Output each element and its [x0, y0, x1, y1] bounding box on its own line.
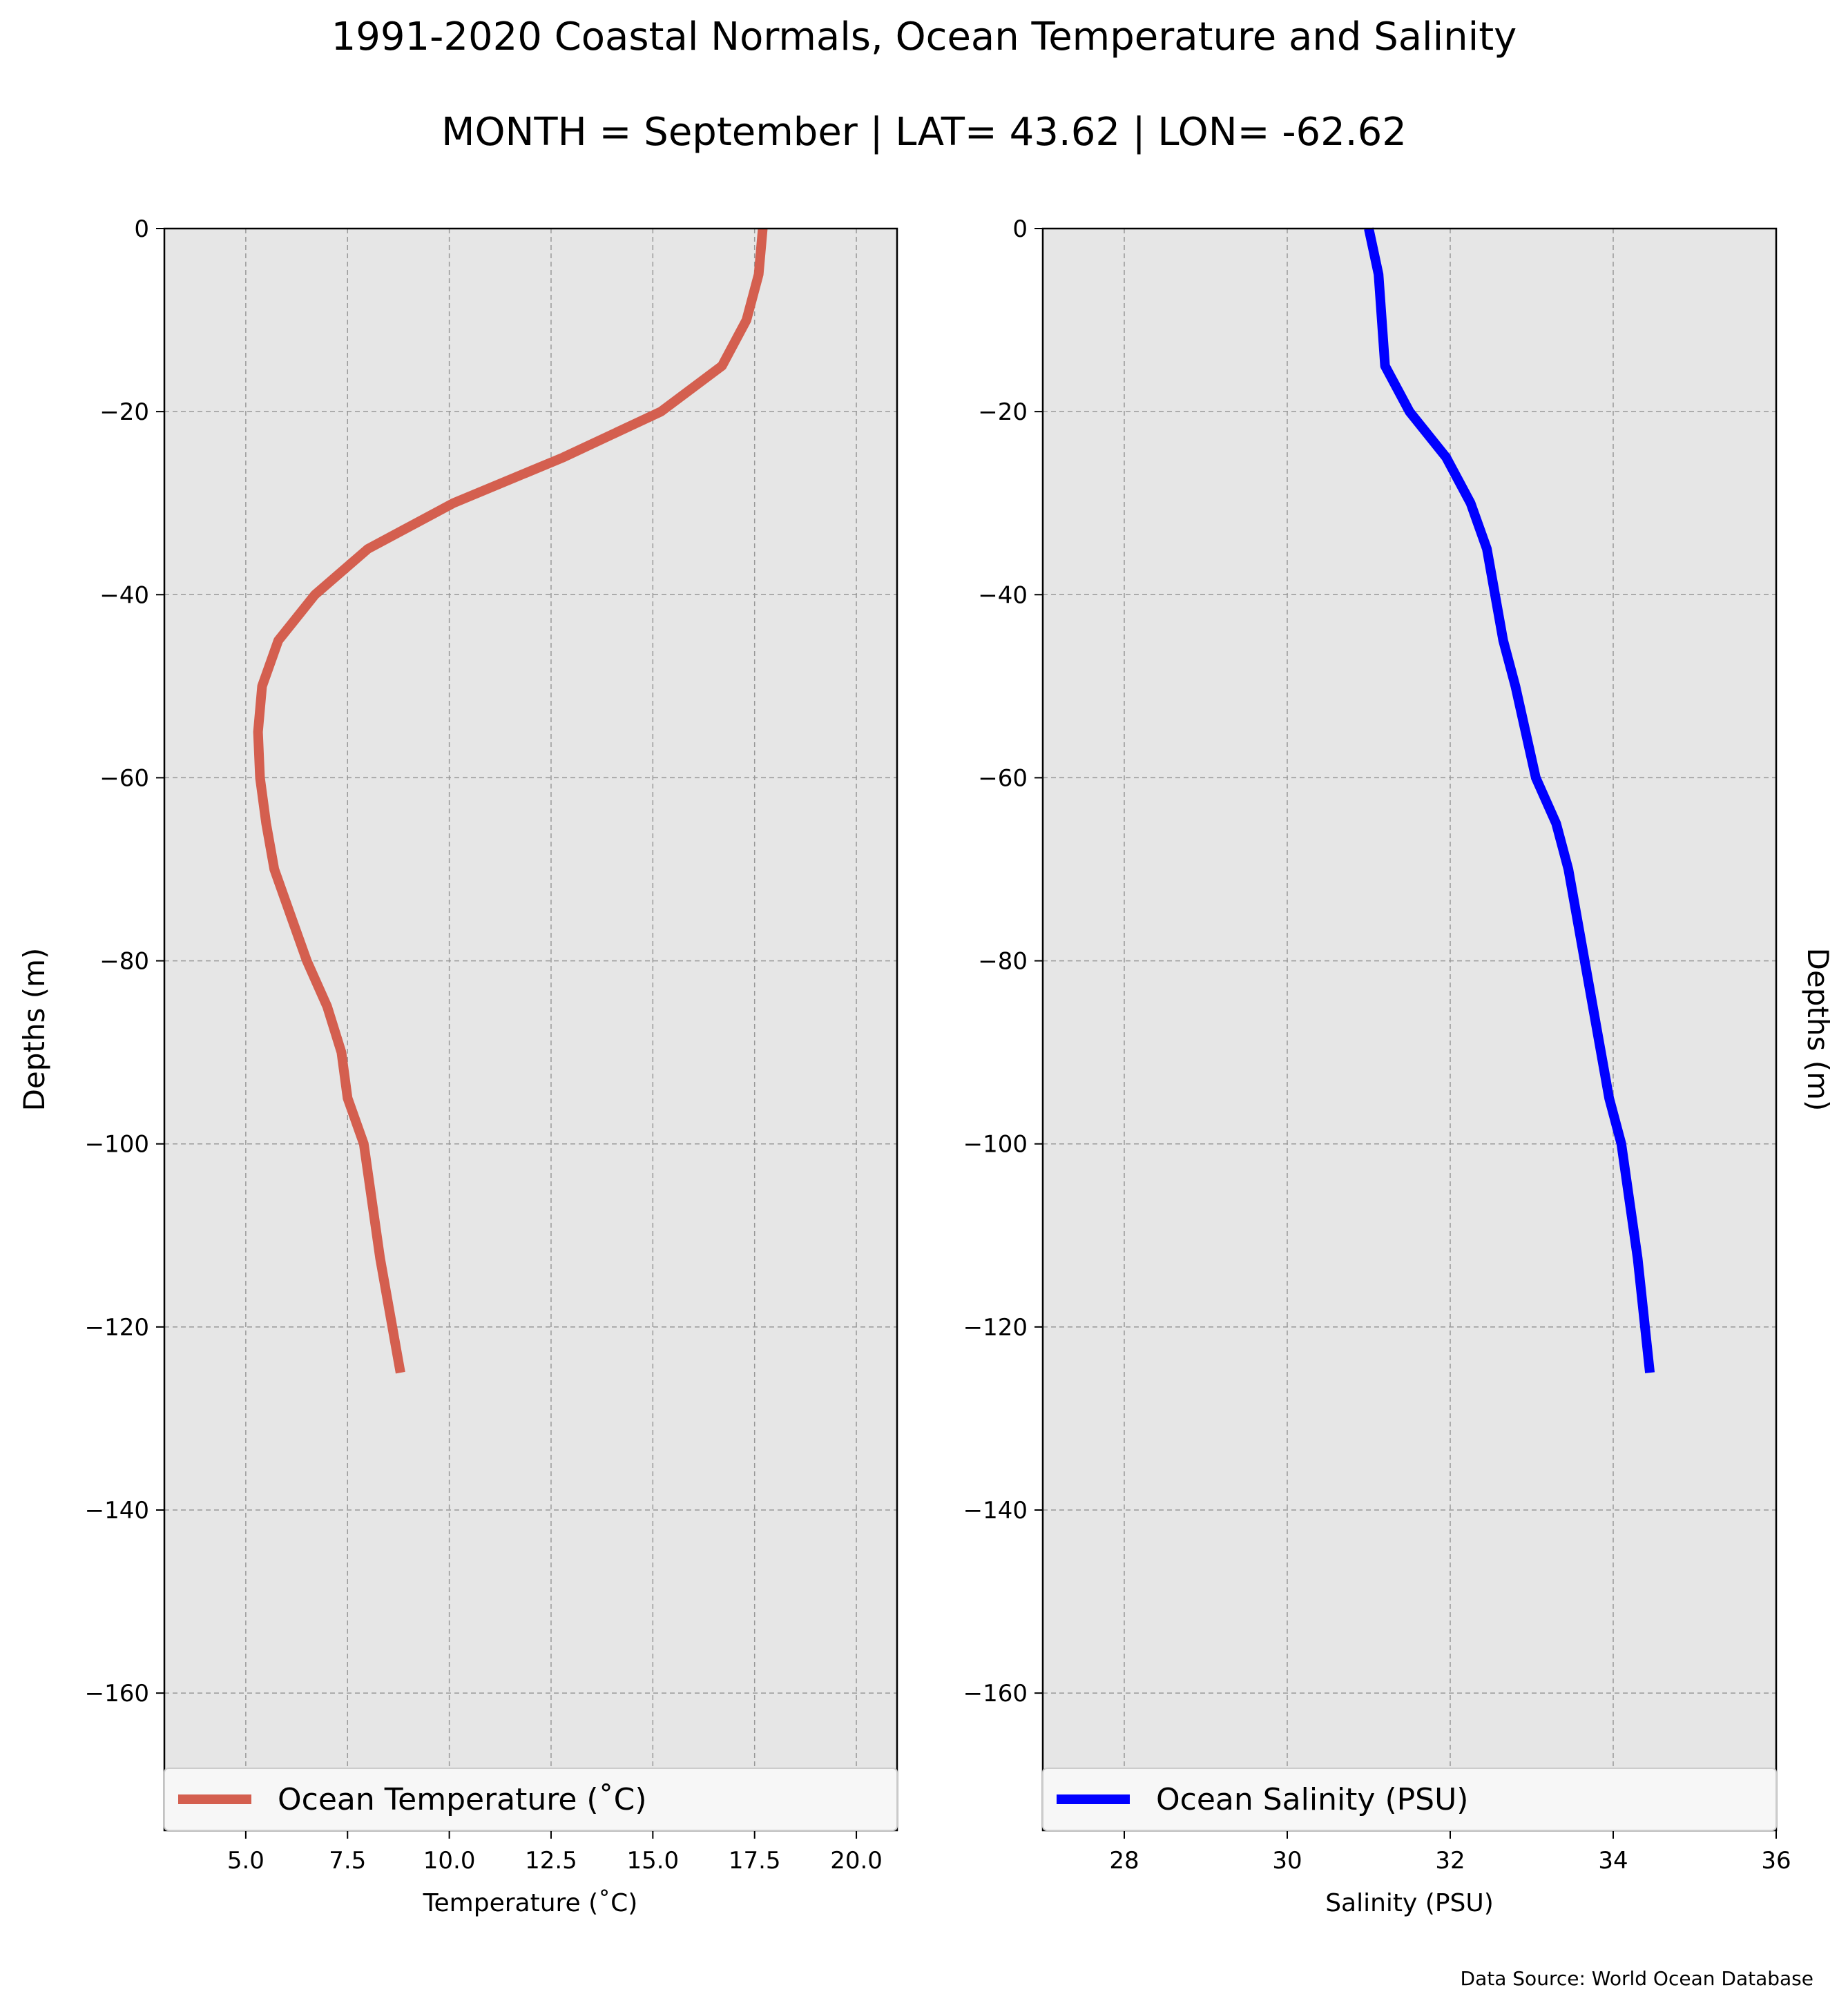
temperature-x-tick-label: 20.0 [830, 1847, 883, 1875]
salinity-legend: Ocean Salinity (PSU) [1042, 1768, 1777, 1831]
temperature-y-ticks: 0 −20 −40 −60 −80 −100 −120 −140 −160 [85, 215, 164, 1707]
temperature-x-axis-label: Temperature (˚C) [423, 1889, 638, 1917]
temperature-plot-area [164, 229, 897, 1830]
temperature-x-tick-label: 5.0 [227, 1847, 264, 1875]
temperature-panel: 5.0 7.5 10.0 12.5 15.0 17.5 20.0 0 −20 −40 −60 −80… [17, 215, 898, 1917]
temperature-y-tick-label: −120 [85, 1314, 149, 1342]
salinity-y-axis-label: Depths (m) [1801, 948, 1835, 1112]
figure-subtitle: MONTH = September | LAT= 43.62 | LON= -6… [441, 110, 1407, 155]
temperature-series [253, 228, 768, 1374]
salinity-profile-line [1364, 227, 1655, 1373]
salinity-y-tick-label: −20 [978, 398, 1028, 426]
temperature-gridlines [164, 228, 897, 1830]
temperature-x-tick-label: 7.5 [329, 1847, 366, 1875]
temperature-legend-label: Ocean Temperature (˚C) [278, 1782, 647, 1817]
salinity-legend-label: Ocean Salinity (PSU) [1156, 1782, 1468, 1817]
salinity-y-tick-label: −60 [978, 764, 1028, 792]
temperature-y-tick-label: −140 [85, 1497, 149, 1525]
temperature-y-tick-label: −40 [99, 581, 149, 609]
temperature-x-ticks: 5.0 7.5 10.0 12.5 15.0 17.5 20.0 [227, 1830, 883, 1875]
temperature-x-tick-label: 17.5 [729, 1847, 781, 1875]
figure-title: 1991-2020 Coastal Normals, Ocean Tempera… [331, 14, 1517, 59]
salinity-y-tick-label: −40 [978, 581, 1028, 609]
salinity-y-tick-label: −80 [978, 948, 1028, 976]
salinity-x-tick-label: 30 [1272, 1847, 1302, 1875]
temperature-y-tick-label: −60 [99, 764, 149, 792]
salinity-y-ticks: 0 −20 −40 −60 −80 −100 −120 −140 −160 [963, 215, 1043, 1707]
temperature-legend: Ocean Temperature (˚C) [164, 1768, 898, 1831]
salinity-plot-area [1043, 229, 1776, 1830]
temperature-x-tick-label: 12.5 [525, 1847, 577, 1875]
temperature-y-axis-label: Depths (m) [17, 948, 51, 1112]
temperature-y-tick-label: −100 [85, 1131, 149, 1159]
salinity-y-tick-label: −160 [963, 1680, 1028, 1707]
temperature-legend-box [164, 1768, 898, 1831]
salinity-panel: 28 30 32 34 36 0 −20 −40 −60 −80 −100 −120 −140 −160… [963, 215, 1835, 1917]
salinity-x-tick-label: 34 [1598, 1847, 1628, 1875]
salinity-x-tick-label: 36 [1761, 1847, 1791, 1875]
temperature-profile-line [253, 228, 768, 1374]
salinity-y-tick-label: −140 [963, 1497, 1028, 1525]
temperature-y-tick-label: −20 [99, 398, 149, 426]
salinity-y-tick-label: −120 [963, 1314, 1028, 1342]
salinity-legend-box [1042, 1768, 1777, 1831]
salinity-x-ticks: 28 30 32 34 36 [1109, 1830, 1791, 1875]
salinity-x-axis-label: Salinity (PSU) [1325, 1889, 1494, 1917]
temperature-x-tick-label: 10.0 [423, 1847, 476, 1875]
salinity-x-tick-label: 28 [1109, 1847, 1139, 1875]
salinity-x-tick-label: 32 [1435, 1847, 1465, 1875]
salinity-y-tick-label: 0 [1012, 215, 1028, 243]
temperature-y-tick-label: −160 [85, 1680, 149, 1707]
temperature-y-tick-label: 0 [134, 215, 149, 243]
data-source-note: Data Source: World Ocean Database [1461, 1967, 1813, 1990]
temperature-x-tick-label: 15.0 [626, 1847, 679, 1875]
salinity-series [1364, 227, 1655, 1373]
temperature-y-tick-label: −80 [99, 948, 149, 976]
salinity-y-tick-label: −100 [963, 1131, 1028, 1159]
